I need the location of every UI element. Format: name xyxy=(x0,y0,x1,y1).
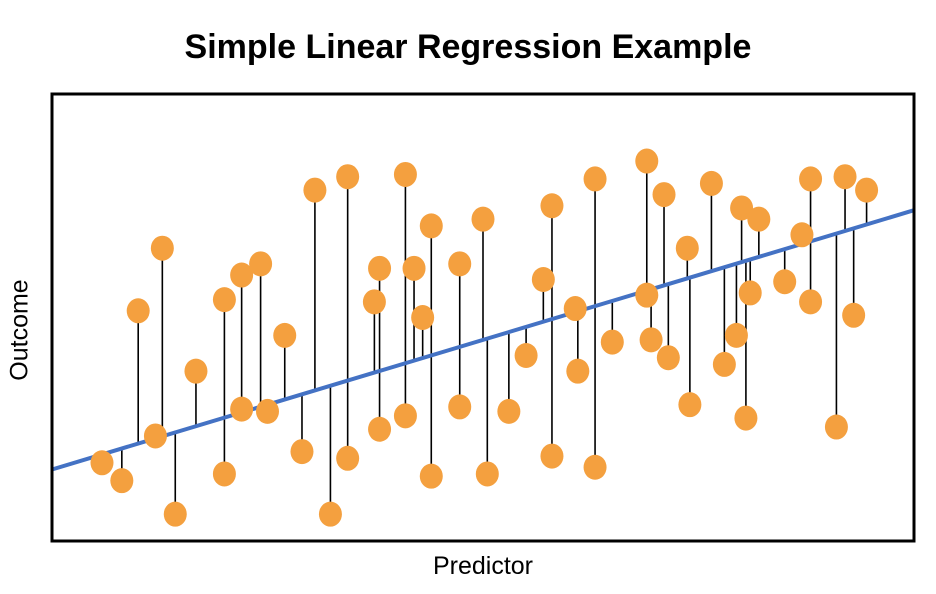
data-point xyxy=(652,182,676,208)
data-point xyxy=(540,193,564,219)
data-point xyxy=(411,305,435,330)
data-point xyxy=(368,416,392,442)
data-points xyxy=(90,148,879,527)
data-point xyxy=(712,351,736,377)
data-point xyxy=(150,235,174,261)
data-point xyxy=(734,405,758,431)
data-point xyxy=(514,342,538,368)
data-point xyxy=(336,445,360,471)
data-point xyxy=(833,164,857,190)
data-point xyxy=(362,289,386,315)
data-point xyxy=(318,501,342,527)
data-point xyxy=(336,164,360,190)
data-point xyxy=(475,461,499,487)
data-point xyxy=(799,166,823,192)
data-point xyxy=(566,358,590,384)
data-point xyxy=(724,322,748,348)
data-point xyxy=(249,251,273,277)
data-point xyxy=(639,327,663,353)
data-point xyxy=(143,423,167,449)
data-point xyxy=(230,396,254,422)
data-point xyxy=(656,345,680,371)
data-point xyxy=(230,262,254,288)
data-point xyxy=(531,267,555,293)
data-point xyxy=(448,251,472,277)
data-point xyxy=(855,177,879,203)
data-point xyxy=(675,235,699,261)
data-point xyxy=(393,161,417,187)
data-point xyxy=(419,463,443,489)
data-point xyxy=(738,280,762,306)
data-point xyxy=(563,296,587,322)
data-point xyxy=(368,255,392,281)
residual-lines xyxy=(101,161,868,515)
data-point xyxy=(730,195,754,221)
data-point xyxy=(212,461,236,487)
x-axis-label: Predictor xyxy=(432,552,534,580)
data-point xyxy=(212,287,236,313)
data-point xyxy=(799,289,823,315)
data-point xyxy=(110,468,134,494)
data-point xyxy=(824,414,848,440)
data-point xyxy=(678,392,702,418)
data-point xyxy=(497,398,521,424)
data-point xyxy=(699,170,723,196)
data-point xyxy=(402,255,426,281)
data-point xyxy=(256,398,279,424)
data-point xyxy=(184,358,208,384)
data-point xyxy=(540,443,564,469)
data-point xyxy=(842,302,866,328)
data-point xyxy=(790,222,814,248)
data-point xyxy=(747,206,771,232)
data-point xyxy=(773,269,797,295)
data-point xyxy=(471,206,495,232)
data-point xyxy=(448,394,472,420)
data-point xyxy=(163,501,187,527)
data-point xyxy=(393,403,417,429)
data-point xyxy=(583,454,607,480)
data-point xyxy=(90,450,114,476)
plot-frame xyxy=(50,92,916,543)
y-axis-label: Outcome xyxy=(5,279,34,381)
data-point xyxy=(419,213,443,239)
regression-line xyxy=(51,208,915,472)
chart-title: Simple Linear Regression Example xyxy=(184,28,752,66)
data-point xyxy=(635,148,659,174)
data-point xyxy=(303,177,327,203)
data-point xyxy=(600,329,624,355)
data-point xyxy=(273,322,297,348)
data-point xyxy=(126,298,150,324)
data-point xyxy=(635,282,659,308)
data-point xyxy=(583,166,607,192)
data-point xyxy=(290,439,314,465)
